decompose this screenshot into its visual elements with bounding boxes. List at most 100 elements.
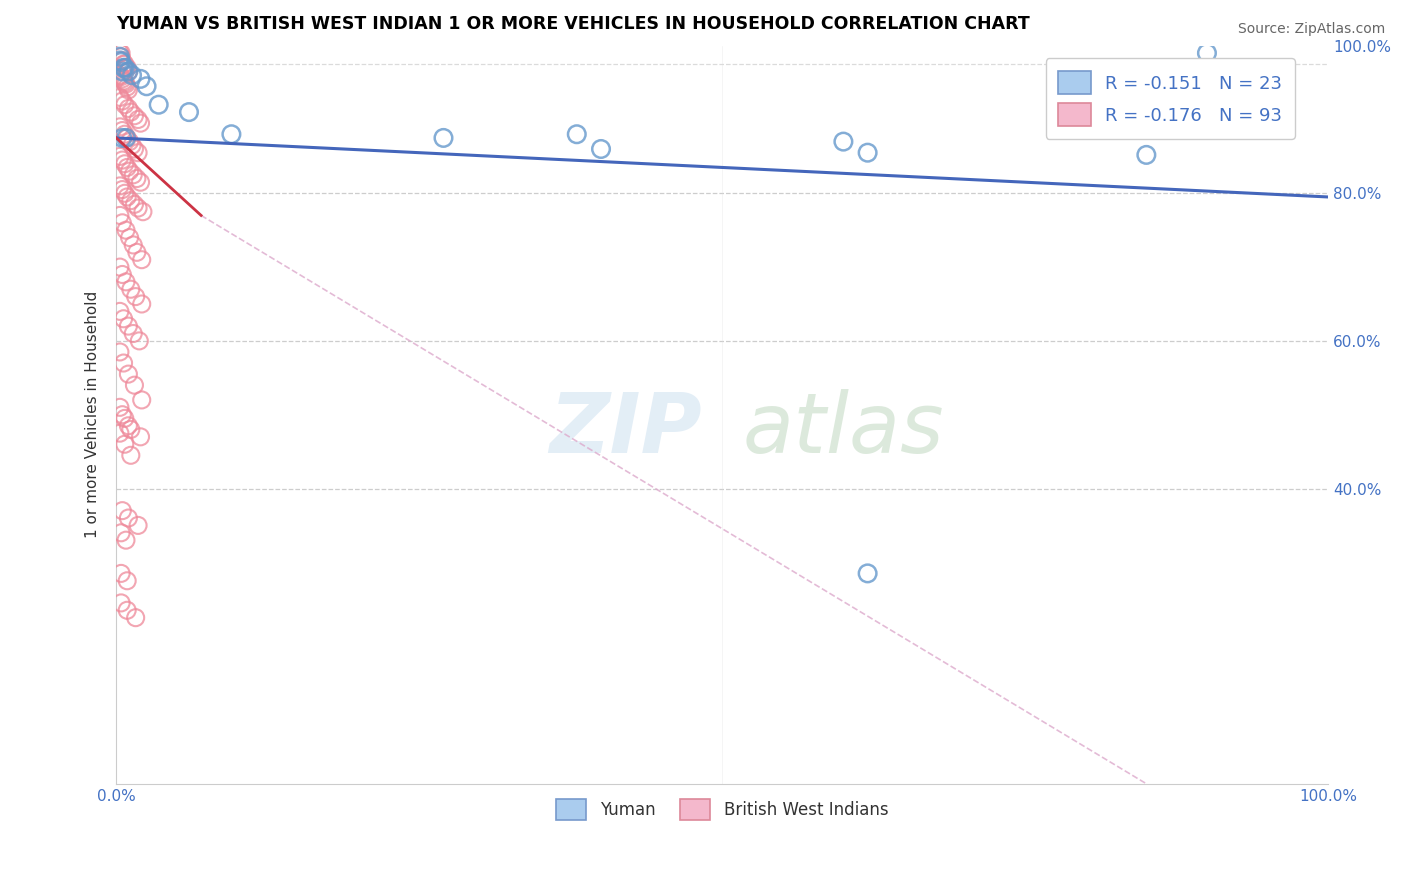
Point xyxy=(121,138,143,153)
Point xyxy=(108,50,131,64)
Point xyxy=(115,161,138,175)
Point xyxy=(125,171,148,186)
Point xyxy=(111,54,134,68)
Point xyxy=(108,401,131,415)
Point xyxy=(115,223,138,237)
Point xyxy=(108,90,131,104)
Point xyxy=(112,311,135,326)
Point xyxy=(124,197,146,211)
Point xyxy=(124,610,146,624)
Point xyxy=(110,54,132,69)
Point xyxy=(177,105,200,120)
Point xyxy=(121,68,143,82)
Point xyxy=(111,503,134,517)
Point xyxy=(115,533,138,548)
Point xyxy=(117,102,139,116)
Point xyxy=(111,123,134,137)
Y-axis label: 1 or more Vehicles in Household: 1 or more Vehicles in Household xyxy=(86,291,100,539)
Point xyxy=(148,97,170,112)
Point xyxy=(221,127,243,141)
Point xyxy=(108,345,131,359)
Point xyxy=(115,131,138,145)
Point xyxy=(110,70,132,84)
Point xyxy=(117,64,139,78)
Point xyxy=(120,105,142,120)
Point xyxy=(856,145,879,160)
Text: YUMAN VS BRITISH WEST INDIAN 1 OR MORE VEHICLES IN HOUSEHOLD CORRELATION CHART: YUMAN VS BRITISH WEST INDIAN 1 OR MORE V… xyxy=(117,15,1031,33)
Point xyxy=(124,142,146,156)
Point xyxy=(114,76,136,90)
Point xyxy=(132,204,155,219)
Point xyxy=(111,183,134,197)
Point xyxy=(129,71,152,86)
Point xyxy=(1135,148,1157,162)
Text: atlas: atlas xyxy=(742,389,945,470)
Point xyxy=(117,418,139,433)
Point xyxy=(129,175,152,189)
Point xyxy=(127,518,149,533)
Point xyxy=(122,168,145,182)
Point xyxy=(1195,45,1218,60)
Point xyxy=(135,79,157,94)
Point xyxy=(856,566,879,581)
Point xyxy=(125,245,148,260)
Point xyxy=(129,116,152,130)
Point xyxy=(117,319,139,334)
Point xyxy=(111,71,134,86)
Point xyxy=(118,230,141,244)
Text: Source: ZipAtlas.com: Source: ZipAtlas.com xyxy=(1237,22,1385,37)
Point xyxy=(117,367,139,381)
Point xyxy=(115,275,138,289)
Point xyxy=(115,61,138,75)
Point xyxy=(120,194,142,208)
Point xyxy=(111,131,134,145)
Point xyxy=(122,326,145,341)
Point xyxy=(112,61,135,75)
Point xyxy=(124,109,146,123)
Point xyxy=(118,135,141,149)
Point xyxy=(110,566,132,581)
Point xyxy=(124,290,146,304)
Point xyxy=(110,525,132,540)
Point xyxy=(131,252,153,267)
Point xyxy=(115,131,138,145)
Point xyxy=(122,238,145,252)
Point xyxy=(589,142,612,156)
Point xyxy=(108,426,131,441)
Point xyxy=(108,209,131,223)
Point xyxy=(115,61,138,75)
Point xyxy=(120,422,142,436)
Point xyxy=(115,603,138,617)
Point xyxy=(111,64,134,78)
Legend: Yuman, British West Indians: Yuman, British West Indians xyxy=(550,792,894,827)
Point xyxy=(124,378,146,392)
Point xyxy=(128,334,150,348)
Point xyxy=(117,64,139,78)
Point xyxy=(131,392,153,407)
Point xyxy=(114,57,136,71)
Point xyxy=(127,112,149,127)
Point xyxy=(111,94,134,108)
Point xyxy=(127,145,149,160)
Point xyxy=(108,45,131,60)
Point xyxy=(114,97,136,112)
Point xyxy=(115,77,138,91)
Point xyxy=(131,297,153,311)
Point xyxy=(114,437,136,451)
Point xyxy=(832,135,855,149)
Point xyxy=(112,356,135,370)
Point xyxy=(111,408,134,422)
Point xyxy=(117,511,139,525)
Point xyxy=(114,411,136,425)
Point xyxy=(115,574,138,588)
Point xyxy=(114,186,136,201)
Point xyxy=(120,282,142,296)
Point xyxy=(108,54,131,68)
Point xyxy=(127,201,149,215)
Point xyxy=(129,430,152,444)
Point xyxy=(108,304,131,318)
Point xyxy=(115,190,138,204)
Text: ZIP: ZIP xyxy=(548,389,702,470)
Point xyxy=(115,80,138,95)
Point xyxy=(114,127,136,141)
